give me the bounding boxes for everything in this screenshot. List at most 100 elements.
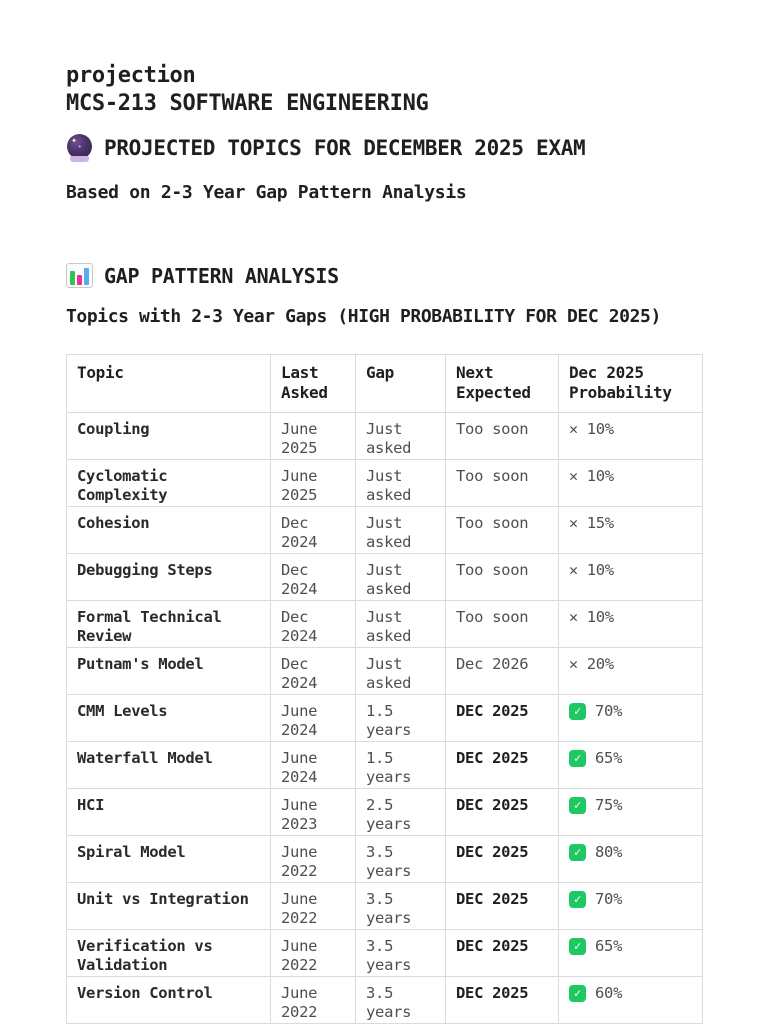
probability-value: 60% — [595, 984, 623, 1002]
column-header: Last Asked — [270, 354, 356, 413]
cross-icon: ✕ — [569, 655, 578, 674]
gap-cell: 3.5 years — [355, 976, 446, 1024]
next-expected-cell: Too soon — [445, 412, 559, 460]
check-icon: ✓ — [569, 891, 586, 909]
cross-icon: ✕ — [569, 561, 578, 580]
topic-cell: Cohesion — [66, 506, 271, 554]
gap-heading-label: GAP PATTERN ANALYSIS — [104, 263, 339, 288]
gap-cell: 1.5 years — [355, 694, 446, 742]
table-row: Cyclomatic Complexity June 2025 Just ask… — [66, 459, 703, 507]
table-row: Spiral Model June 2022 3.5 years DEC 202… — [66, 835, 703, 883]
probability-value: 10% — [586, 561, 614, 579]
next-expected-cell: DEC 2025 — [445, 882, 559, 930]
next-expected-cell: DEC 2025 — [445, 788, 559, 836]
topic-cell: Spiral Model — [66, 835, 271, 883]
probability-cell: ✓ ✕ 80% — [558, 835, 703, 883]
next-expected-cell: DEC 2025 — [445, 976, 559, 1024]
check-icon: ✓ — [569, 985, 586, 1003]
cross-icon: ✕ — [569, 514, 578, 533]
probability-value: 10% — [586, 420, 614, 438]
probability-value: 70% — [595, 890, 623, 908]
topic-cell: HCI — [66, 788, 271, 836]
last-asked-cell: June 2024 — [270, 694, 356, 742]
table-row: CMM Levels June 2024 1.5 years DEC 2025 … — [66, 694, 703, 742]
last-asked-cell: Dec 2024 — [270, 553, 356, 601]
next-expected-cell: Too soon — [445, 553, 559, 601]
gap-cell: 3.5 years — [355, 835, 446, 883]
probability-value: 75% — [595, 796, 623, 814]
last-asked-cell: June 2022 — [270, 835, 356, 883]
last-asked-cell: Dec 2024 — [270, 506, 356, 554]
probability-cell: ✓ ✕ 15% — [558, 506, 703, 554]
last-asked-cell: June 2024 — [270, 741, 356, 789]
probability-value: 70% — [595, 702, 623, 720]
projected-topics-heading: PROJECTED TOPICS FOR DECEMBER 2025 EXAM — [66, 134, 702, 162]
table-row: Formal Technical Review Dec 2024 Just as… — [66, 600, 703, 648]
table-row: Cohesion Dec 2024 Just asked Too soon ✓ … — [66, 506, 703, 554]
last-asked-cell: June 2022 — [270, 976, 356, 1024]
topic-cell: Waterfall Model — [66, 741, 271, 789]
check-icon: ✓ — [569, 844, 586, 862]
topics-gaps-subheading: Topics with 2-3 Year Gaps (HIGH PROBABIL… — [66, 306, 661, 327]
table-row: HCI June 2023 2.5 years DEC 2025 ✓ ✕ 75% — [66, 788, 703, 836]
gap-cell: Just asked — [355, 459, 446, 507]
next-expected-cell: Too soon — [445, 506, 559, 554]
table-header: Topic Last Asked Gap Next Expected Dec 2025 … — [66, 354, 703, 413]
topic-cell: Formal Technical Review — [66, 600, 271, 648]
analysis-subtitle: Based on 2-3 Year Gap Pattern Analysis — [66, 182, 467, 203]
last-asked-cell: Dec 2024 — [270, 600, 356, 648]
last-asked-cell: June 2022 — [270, 929, 356, 977]
probability-value: 15% — [586, 514, 614, 532]
column-header: Dec 2025 Probability — [558, 354, 703, 413]
next-expected-cell: DEC 2025 — [445, 929, 559, 977]
cross-icon: ✕ — [569, 420, 578, 439]
topic-cell: Debugging Steps — [66, 553, 271, 601]
probability-cell: ✓ ✕ 65% — [558, 741, 703, 789]
topic-cell: Verification vs Validation — [66, 929, 271, 977]
probability-cell: ✓ ✕ 70% — [558, 882, 703, 930]
probability-cell: ✓ ✕ 10% — [558, 459, 703, 507]
gap-cell: Just asked — [355, 506, 446, 554]
probability-value: 20% — [586, 655, 614, 673]
last-asked-cell: June 2023 — [270, 788, 356, 836]
topic-cell: Version Control — [66, 976, 271, 1024]
probability-cell: ✓ ✕ 10% — [558, 600, 703, 648]
check-icon: ✓ — [569, 938, 586, 956]
topic-cell: Putnam's Model — [66, 647, 271, 695]
next-expected-cell: DEC 2025 — [445, 835, 559, 883]
topic-cell: Cyclomatic Complexity — [66, 459, 271, 507]
last-asked-cell: June 2022 — [270, 882, 356, 930]
probability-cell: ✓ ✕ 70% — [558, 694, 703, 742]
probability-cell: ✓ ✕ 10% — [558, 553, 703, 601]
cross-icon: ✕ — [569, 608, 578, 627]
gap-cell: 3.5 years — [355, 882, 446, 930]
last-asked-cell: June 2025 — [270, 412, 356, 460]
gap-pattern-heading: GAP PATTERN ANALYSIS — [66, 263, 702, 288]
next-expected-cell: Dec 2026 — [445, 647, 559, 695]
title-line-2: MCS-213 SOFTWARE ENGINEERING — [66, 91, 429, 116]
crystal-ball-icon — [66, 134, 93, 162]
table-row: Putnam's Model Dec 2024 Just asked Dec 2… — [66, 647, 703, 695]
probability-value: 65% — [595, 937, 623, 955]
probability-cell: ✓ ✕ 65% — [558, 929, 703, 977]
table-row: Verification vs Validation June 2022 3.5… — [66, 929, 703, 977]
gap-cell: Just asked — [355, 553, 446, 601]
probability-cell: ✓ ✕ 20% — [558, 647, 703, 695]
header-row: Topic Last Asked Gap Next Expected Dec 2025 … — [66, 354, 703, 413]
probability-cell: ✓ ✕ 60% — [558, 976, 703, 1024]
probability-value: 10% — [586, 608, 614, 626]
table-row: Debugging Steps Dec 2024 Just asked Too … — [66, 553, 703, 601]
probability-cell: ✓ ✕ 10% — [558, 412, 703, 460]
gap-cell: 1.5 years — [355, 741, 446, 789]
table-row: Waterfall Model June 2024 1.5 years DEC … — [66, 741, 703, 789]
title-line-1: projection — [66, 63, 196, 88]
topic-cell: Coupling — [66, 412, 271, 460]
topic-cell: CMM Levels — [66, 694, 271, 742]
next-expected-cell: DEC 2025 — [445, 694, 559, 742]
probability-value: 10% — [586, 467, 614, 485]
column-header: Topic — [66, 354, 271, 413]
topic-cell: Unit vs Integration — [66, 882, 271, 930]
next-expected-cell: Too soon — [445, 600, 559, 648]
check-icon: ✓ — [569, 797, 586, 815]
